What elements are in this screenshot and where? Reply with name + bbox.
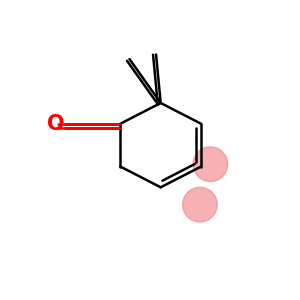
Text: O: O — [47, 114, 65, 134]
Circle shape — [183, 187, 217, 222]
Circle shape — [193, 147, 228, 182]
